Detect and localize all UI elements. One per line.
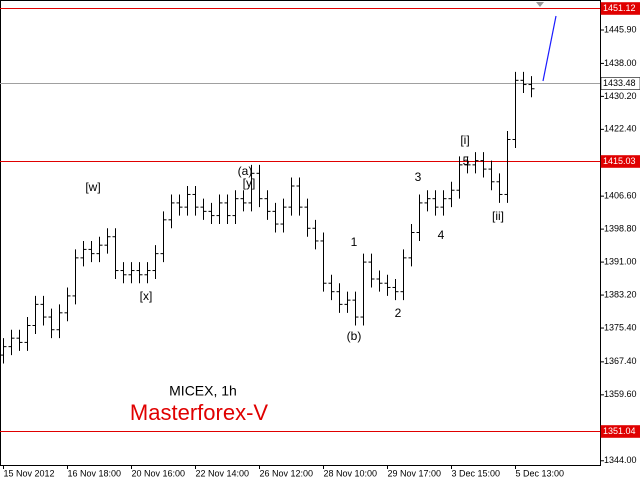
wave-label: [i] xyxy=(460,133,469,147)
y-tick-label: 1406.60 xyxy=(604,191,637,201)
wave-label: 4 xyxy=(438,228,445,242)
wave-label: [w] xyxy=(85,180,100,194)
x-tick-label: 22 Nov 14:00 xyxy=(196,468,250,478)
y-tick-label: 1359.60 xyxy=(604,389,637,399)
y-tick-label: 1344.00 xyxy=(604,455,637,465)
level-label: 1451.12 xyxy=(603,3,636,13)
y-tick-label: 1438.00 xyxy=(604,58,637,68)
projection-line xyxy=(542,15,557,82)
watermark: Masterforex-V xyxy=(130,400,268,425)
shift-marker xyxy=(536,2,544,7)
x-tick-label: 3 Dec 15:00 xyxy=(452,468,501,478)
level-label-box xyxy=(600,425,640,438)
wave-label: 3 xyxy=(415,170,422,184)
level-label-box xyxy=(600,2,640,15)
wave-label: 1 xyxy=(351,235,358,249)
y-tick-label: 1383.20 xyxy=(604,289,637,299)
wave-label: [y] xyxy=(243,176,256,190)
wave-label: 2 xyxy=(395,306,402,320)
x-tick-label: 26 Nov 12:00 xyxy=(260,468,314,478)
y-tick-label: 1445.90 xyxy=(604,24,637,34)
wave-label: (a) xyxy=(238,164,253,178)
chart-title: MICEX, 1h xyxy=(169,383,237,399)
x-tick-label: 16 Nov 18:00 xyxy=(68,468,122,478)
y-tick-label: 1375.40 xyxy=(604,322,637,332)
y-tick-label: 1391.00 xyxy=(604,256,637,266)
x-tick-label: 20 Nov 16:00 xyxy=(132,468,186,478)
wave-label: [x] xyxy=(140,289,153,303)
x-tick-label: 5 Dec 13:00 xyxy=(516,468,565,478)
level-label: 1415.03 xyxy=(603,156,636,166)
level-label: 1351.04 xyxy=(603,426,636,436)
y-tick-label: 1422.40 xyxy=(604,124,637,134)
level-label: 1433.48 xyxy=(603,78,636,88)
x-tick-label: 28 Nov 10:00 xyxy=(324,468,378,478)
plot-frame xyxy=(0,0,601,466)
y-tick-label: 1367.40 xyxy=(604,356,637,366)
level-label-box xyxy=(600,155,640,168)
wave-label: [ii] xyxy=(492,209,504,223)
y-tick-label: 1398.80 xyxy=(604,223,637,233)
x-tick-label: 29 Nov 17:00 xyxy=(388,468,442,478)
wave-label: (b) xyxy=(347,329,362,343)
level-label-box xyxy=(600,77,640,90)
wave-label: 5 xyxy=(463,154,470,168)
y-tick-label: 1430.20 xyxy=(604,91,637,101)
x-tick-label: 15 Nov 2012 xyxy=(4,468,55,478)
